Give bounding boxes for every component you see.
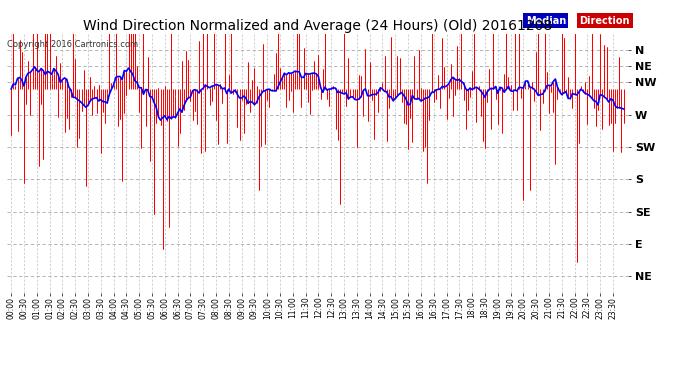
Text: Direction: Direction xyxy=(580,16,630,26)
Title: Wind Direction Normalized and Average (24 Hours) (Old) 20161208: Wind Direction Normalized and Average (2… xyxy=(83,19,552,33)
Text: Median: Median xyxy=(526,16,566,26)
Text: Copyright 2016 Cartronics.com: Copyright 2016 Cartronics.com xyxy=(7,40,138,49)
